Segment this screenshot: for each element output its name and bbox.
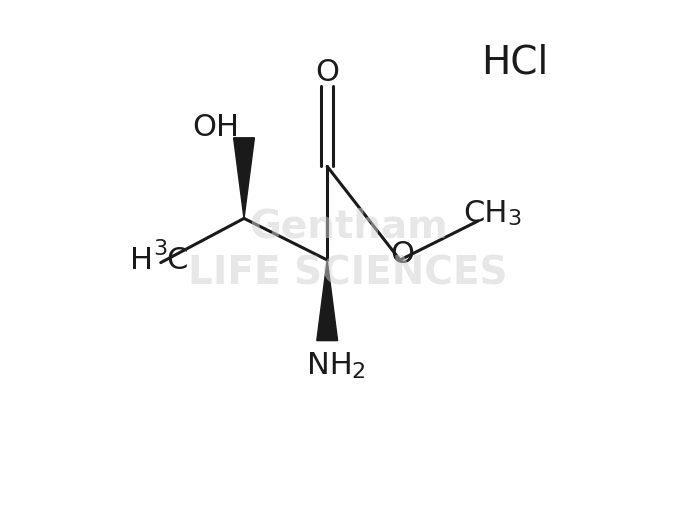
Polygon shape — [317, 260, 338, 341]
Polygon shape — [234, 138, 255, 218]
Text: OH: OH — [192, 113, 239, 142]
Text: CH: CH — [464, 199, 508, 228]
Text: NH: NH — [307, 351, 353, 380]
Text: O: O — [390, 240, 415, 269]
Text: HCl: HCl — [481, 43, 548, 82]
Text: Gentham
LIFE SCIENCES: Gentham LIFE SCIENCES — [188, 207, 508, 292]
Text: 3: 3 — [507, 210, 521, 229]
Text: 2: 2 — [351, 362, 365, 382]
Text: H: H — [130, 245, 153, 275]
Text: C: C — [166, 245, 187, 275]
Text: O: O — [315, 58, 339, 87]
Text: 3: 3 — [153, 239, 167, 258]
